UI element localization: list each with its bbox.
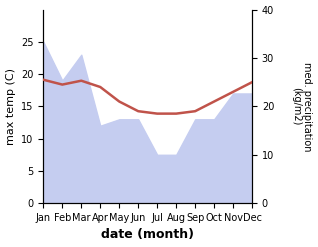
Y-axis label: max temp (C): max temp (C)	[5, 68, 16, 145]
X-axis label: date (month): date (month)	[101, 228, 194, 242]
Y-axis label: med. precipitation
(kg/m2): med. precipitation (kg/m2)	[291, 62, 313, 151]
